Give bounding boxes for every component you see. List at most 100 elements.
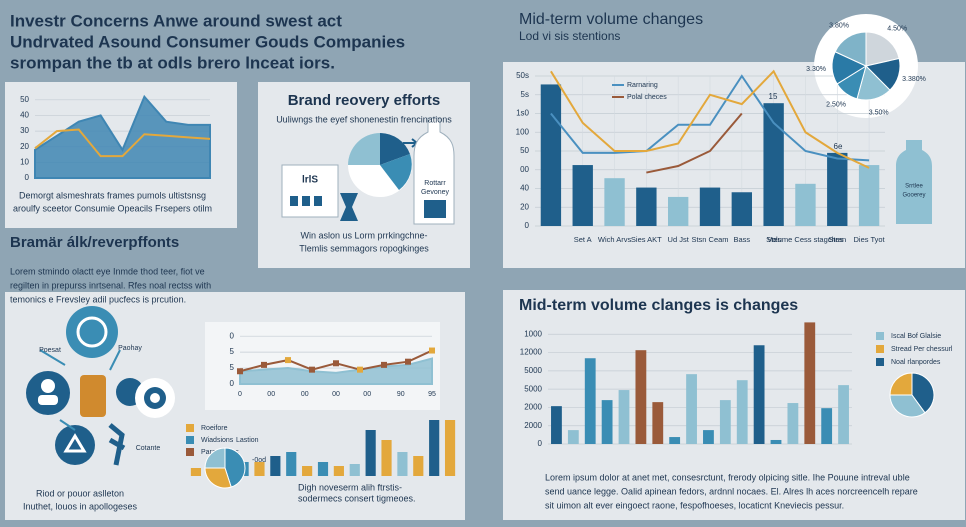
bar xyxy=(736,380,748,444)
line xyxy=(550,74,870,162)
x-tick-label: 00 xyxy=(267,391,275,398)
bar xyxy=(317,462,329,476)
section-body: Lorem stmindo olactt eye Inmde thod teer… xyxy=(10,266,205,276)
y-tick-label: 0 xyxy=(525,221,530,230)
bar xyxy=(254,462,265,476)
header-line: srompan the tb at odls brero lnceat iors… xyxy=(10,53,335,72)
bar xyxy=(567,430,579,444)
y-tick-label: 1000 xyxy=(524,329,542,338)
x-tick-label: Wich Arvs xyxy=(598,235,632,244)
icon-label: Poesat xyxy=(39,347,61,354)
bar xyxy=(753,345,765,444)
y-tick-label: 40 xyxy=(20,111,29,120)
bar xyxy=(349,464,360,476)
x-tick-label: Bass xyxy=(733,235,750,244)
bar xyxy=(827,152,848,226)
legend-label: Iscal Bof Glalsie xyxy=(891,333,941,340)
y-tick-label: 5 xyxy=(230,347,235,356)
line xyxy=(550,69,870,169)
x-tick-label: 00 xyxy=(332,391,340,398)
bar xyxy=(668,196,689,226)
bar xyxy=(365,430,376,476)
pie-slice xyxy=(204,467,232,489)
bar xyxy=(333,466,344,476)
x-tick-label: 0 xyxy=(238,391,242,398)
marker xyxy=(429,347,435,354)
legend-label: Rarnaring xyxy=(627,82,658,89)
marker xyxy=(261,361,267,368)
y-tick-label: 00 xyxy=(520,165,529,174)
y-tick-label: 50s xyxy=(516,71,529,80)
x-tick-label: Volume Cess stagches xyxy=(767,235,844,244)
bar xyxy=(604,178,625,226)
badge: lrlS xyxy=(302,175,318,186)
line xyxy=(646,112,743,174)
pie-slice xyxy=(204,447,226,469)
value-label: 3.80% xyxy=(829,22,849,29)
y-tick-label: 30 xyxy=(20,126,29,135)
brand-illustration xyxy=(281,117,455,225)
section-body: regilten in prepurss inrtsenal. Rfes noa… xyxy=(10,280,211,290)
legend-label: Wiadsions xyxy=(201,437,234,444)
value-label: 3.50% xyxy=(869,109,889,116)
bar xyxy=(429,420,440,476)
brand-caption: Tlemlis semmagors ropogkinges xyxy=(299,243,429,253)
y-tick-label: 0 xyxy=(25,173,30,182)
y-tick-label: 50 xyxy=(20,95,29,104)
chart-caption: sit uimon alt ever eingoect raone, fespo… xyxy=(545,500,844,510)
bar xyxy=(584,358,596,444)
pie-slice xyxy=(834,31,867,67)
x-tick-label: 00 xyxy=(363,391,371,398)
legend-label: Roeifore xyxy=(201,425,228,432)
icons-caption: Riod or pouor aslleton xyxy=(36,488,124,498)
bar xyxy=(397,452,408,476)
brand-caption: Win aslon us Lorm prrkingchne- xyxy=(300,230,427,240)
y-tick-label: 0 xyxy=(538,439,543,448)
legend-swatch xyxy=(186,448,194,456)
bar xyxy=(635,350,647,444)
pie-slice xyxy=(889,394,926,418)
y-tick-label: 0 xyxy=(230,379,235,388)
brand-title: Brand reovery efforts xyxy=(288,92,441,109)
annotation: 6e xyxy=(834,142,843,151)
y-tick-label: 5000 xyxy=(524,384,542,393)
brand-subtitle: Uuliwngs the eyef shonenestin frencinati… xyxy=(276,114,452,124)
bar xyxy=(413,456,424,476)
icons-caption: Inuthet, louos in apollogeses xyxy=(23,501,138,511)
x-tick-label: Sies AKT xyxy=(631,235,662,244)
bar xyxy=(795,183,816,226)
icons xyxy=(26,306,175,466)
legend-swatch xyxy=(876,358,884,366)
y-tick-label: 2000 xyxy=(524,421,542,430)
icon-label: Paohay xyxy=(118,345,142,352)
bar xyxy=(719,400,731,444)
header-line: Investr Concerns Anwe around swest act xyxy=(10,11,342,30)
marker xyxy=(405,358,411,365)
bar xyxy=(858,165,880,226)
x-tick-label: 00 xyxy=(301,391,309,398)
x-tick-label: Ud Jst xyxy=(668,235,690,244)
bar xyxy=(636,187,657,226)
x-tick-label: Set A xyxy=(574,235,592,244)
chart-title: Mid-term volume clanges is changes xyxy=(519,297,798,314)
bar xyxy=(286,452,297,476)
chart-caption: aroulfy sceetor Consumie Opeacils Frsepe… xyxy=(13,203,212,213)
bar xyxy=(270,456,281,476)
legend-swatch xyxy=(186,436,194,444)
annotation: 15 xyxy=(769,92,778,101)
y-tick-label: 5 xyxy=(230,363,235,372)
y-tick-label: 2000 xyxy=(524,403,542,412)
bar xyxy=(669,437,681,444)
bar xyxy=(540,84,562,226)
y-tick-label: 40 xyxy=(520,184,529,193)
bottle-label: Gevoney xyxy=(421,189,450,196)
bar xyxy=(804,322,816,444)
x-tick-label: Dies Tyot xyxy=(854,235,886,244)
legend-swatch xyxy=(876,345,884,353)
value-label: 3.380% xyxy=(902,76,926,83)
section-title: Bramär álk/reverpffonts xyxy=(10,234,179,251)
legend-label: Stread Per chessurl xyxy=(891,346,953,353)
bar xyxy=(601,400,613,444)
